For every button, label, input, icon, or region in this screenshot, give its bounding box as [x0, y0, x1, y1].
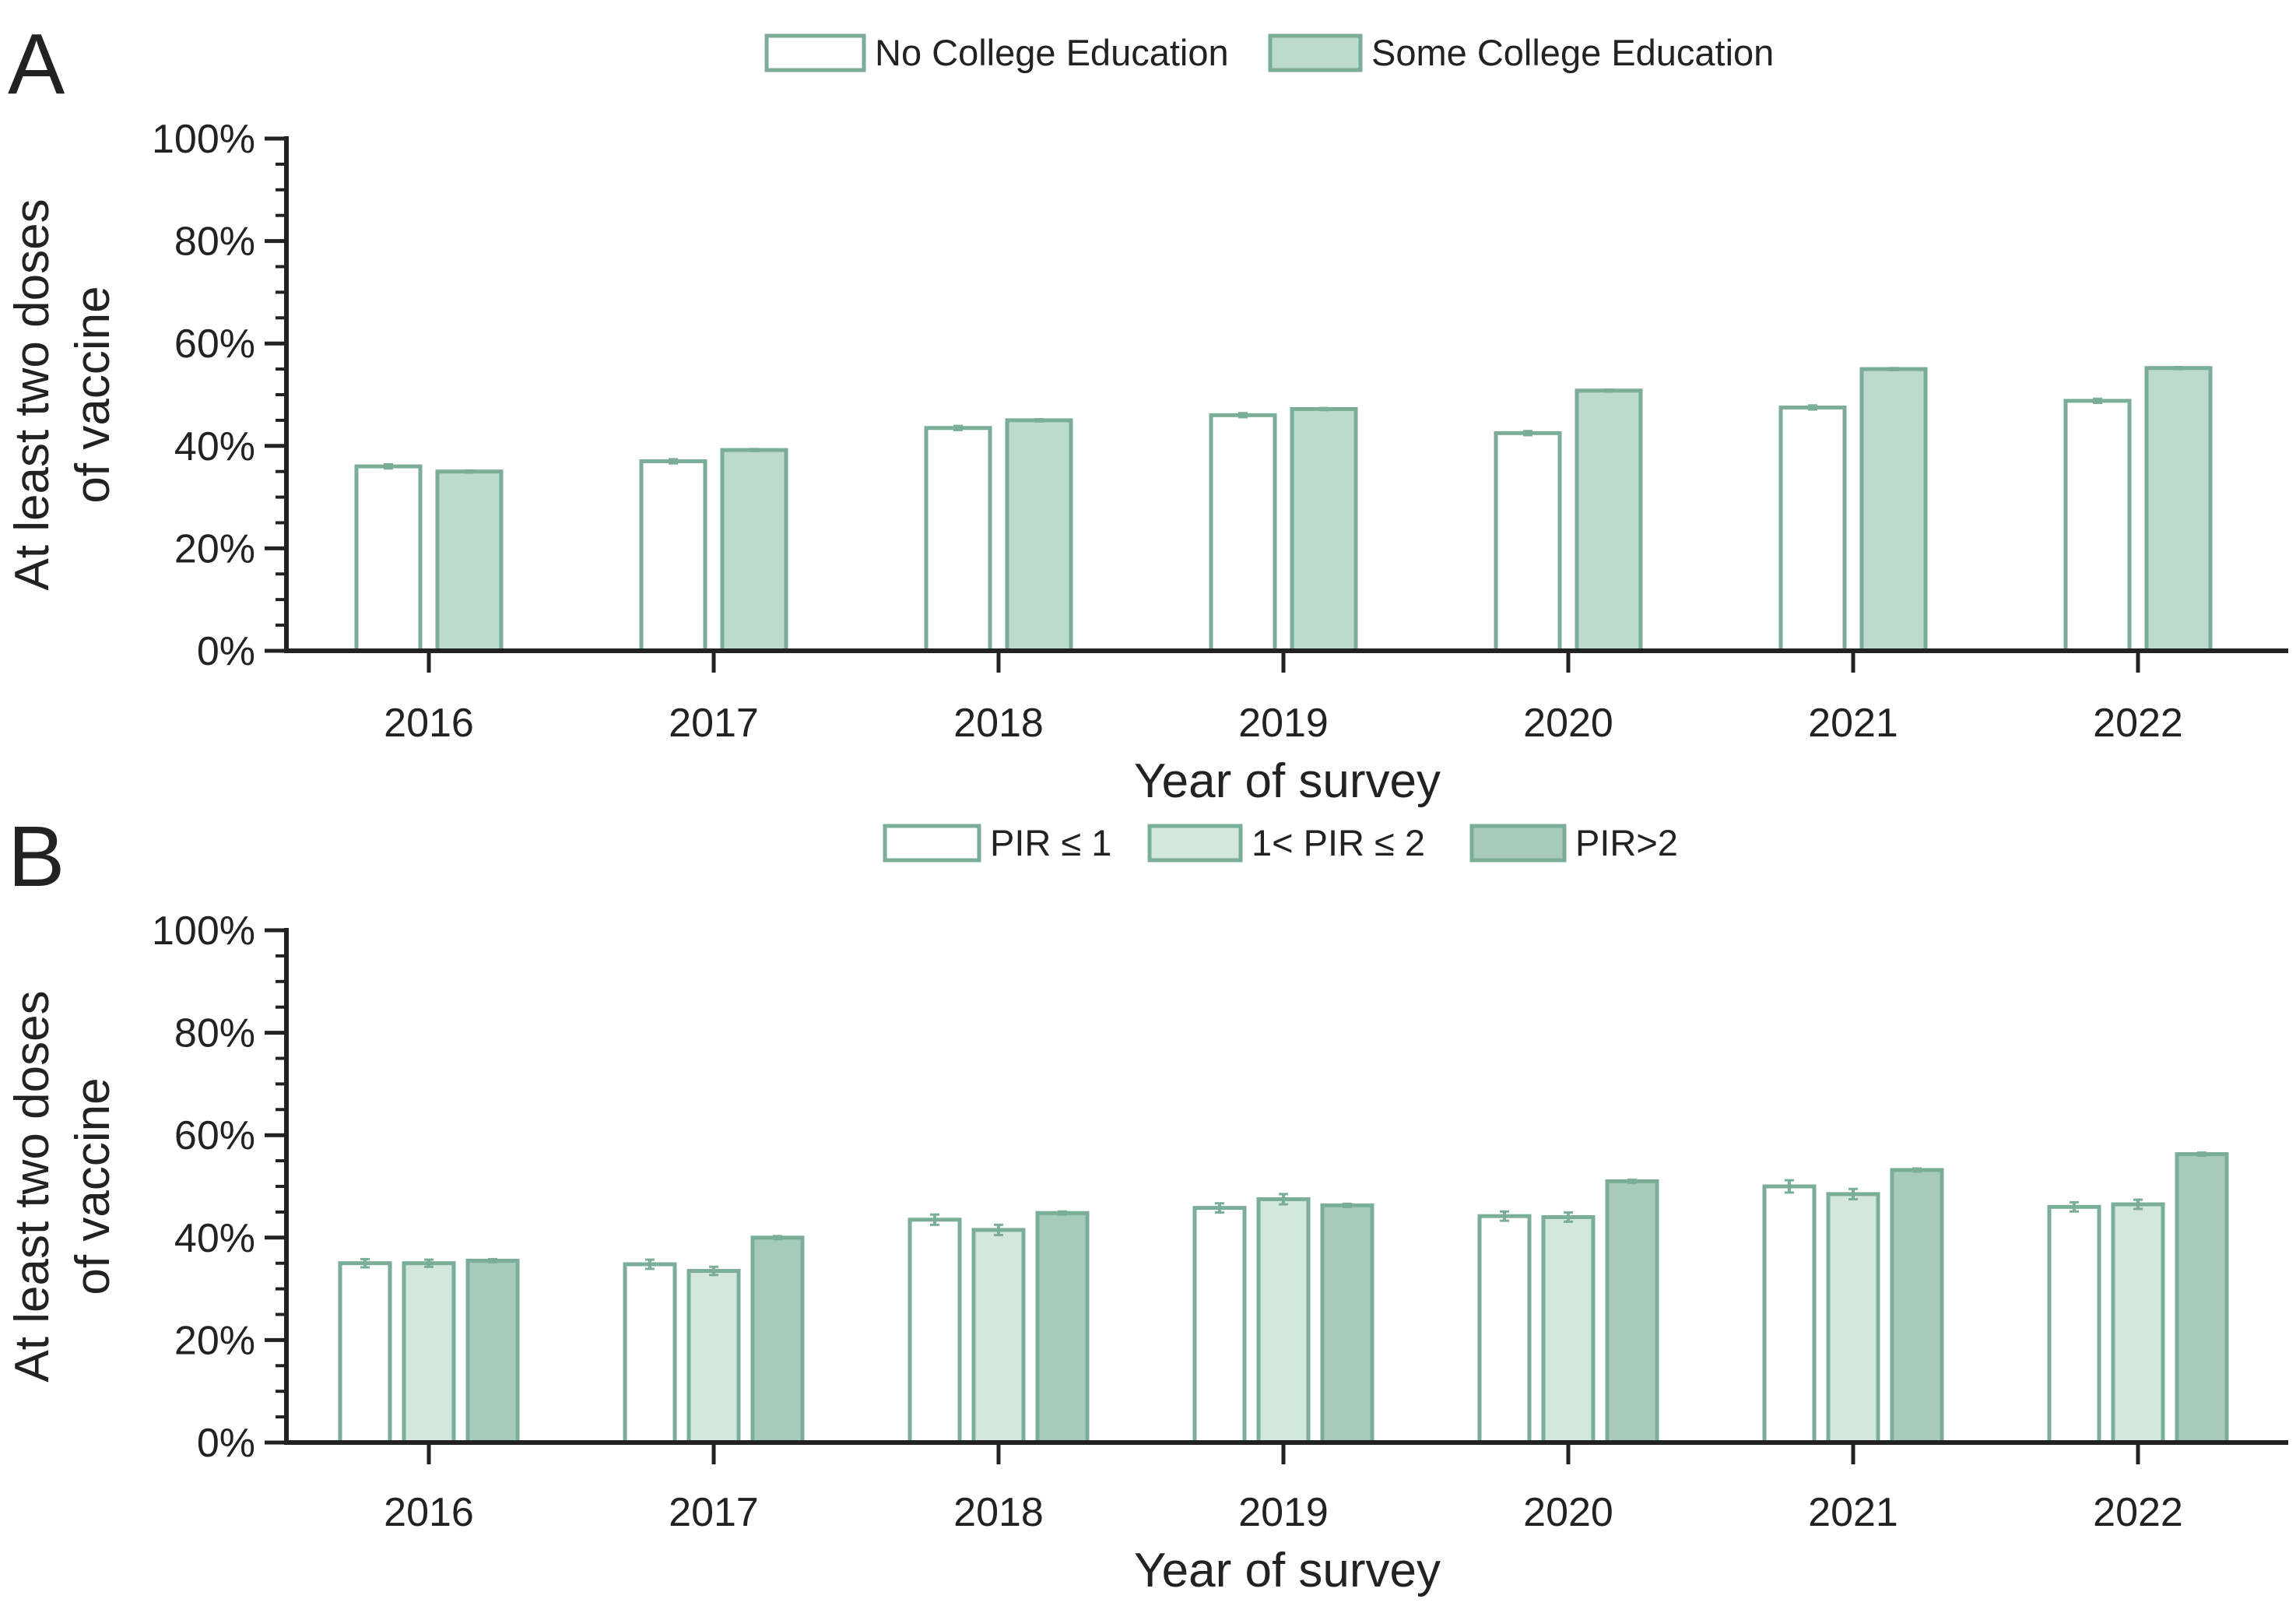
bar [2144, 366, 2213, 653]
y-tick-label: 20% [174, 526, 255, 571]
bar [2063, 399, 2132, 653]
legend-swatch [1469, 824, 1567, 863]
bar [623, 1262, 677, 1445]
bar [1859, 367, 1928, 653]
bar [1575, 388, 1643, 653]
y-tick-label: 80% [174, 1011, 255, 1056]
bar [2047, 1204, 2101, 1445]
legend-swatch [1268, 33, 1363, 72]
panel-label: A [8, 16, 65, 112]
legend-swatch [764, 33, 866, 72]
y-axis-title: At least two doses [5, 990, 59, 1382]
chart-panel-b: B PIR ≤ 1 1< PIR ≤ 2 PIR>2 2016 2017 2018 2019 2… [5, 809, 2288, 1597]
x-tick-label: 2020 [1523, 1490, 1613, 1535]
panel-label: B [8, 809, 65, 905]
bar [1192, 1206, 1247, 1445]
x-tick-label: 2018 [953, 1490, 1044, 1535]
bar [2111, 1202, 2165, 1445]
bar [924, 426, 992, 653]
bar [402, 1261, 456, 1445]
y-tick-label: 80% [174, 220, 255, 265]
x-tick-label: 2022 [2093, 701, 2183, 746]
bar [750, 1235, 805, 1445]
x-tick-label: 2018 [953, 701, 1044, 746]
legend-swatch [1147, 824, 1243, 863]
legend-label: PIR>2 [1575, 822, 1678, 863]
x-axis-title: Year of survey [1134, 754, 1441, 808]
x-tick-label: 2020 [1523, 701, 1613, 746]
x-tick-label: 2021 [1808, 701, 1898, 746]
legend-label: No College Education [875, 32, 1229, 73]
x-axis-title: Year of survey [1134, 1544, 1441, 1597]
y-tick-label: 0% [197, 629, 255, 674]
bar [338, 1261, 392, 1445]
bar [1320, 1203, 1374, 1445]
legend-label: Some College Education [1371, 32, 1774, 73]
bar [354, 464, 423, 653]
x-tick-label: 2017 [669, 701, 759, 746]
y-tick-label: 40% [174, 424, 255, 469]
bar [435, 469, 504, 653]
y-tick-label: 100% [152, 117, 255, 162]
bar [908, 1218, 962, 1445]
y-axis-title: of vaccine [66, 286, 120, 503]
y-axis-title: of vaccine [66, 1077, 120, 1295]
legend-label: 1< PIR ≤ 2 [1252, 822, 1425, 863]
bar [1256, 1197, 1311, 1445]
bar [971, 1228, 1026, 1445]
y-axis-title: At least two doses [5, 199, 59, 590]
chart-panel-a: A No College Education Some College Educat… [5, 16, 2288, 808]
y-tick-label: 60% [174, 322, 255, 367]
bar [1035, 1211, 1090, 1445]
y-tick-label: 100% [152, 908, 255, 954]
x-tick-label: 2016 [384, 1490, 474, 1535]
bar [639, 459, 707, 653]
x-tick-label: 2022 [2093, 1490, 2183, 1535]
bar [720, 448, 788, 653]
y-tick-label: 60% [174, 1113, 255, 1158]
bar [1494, 430, 1562, 653]
bar [1209, 413, 1277, 653]
bar [1890, 1168, 1944, 1445]
legend-swatch [883, 824, 981, 863]
x-tick-label: 2016 [384, 701, 474, 746]
bar [1762, 1184, 1817, 1445]
bar [1605, 1179, 1659, 1445]
bar [1778, 405, 1847, 653]
bar [1290, 406, 1358, 653]
bar [1541, 1214, 1596, 1445]
x-tick-label: 2019 [1238, 1490, 1329, 1535]
bar [686, 1269, 741, 1445]
bar [1826, 1192, 1880, 1445]
bar [465, 1258, 520, 1445]
x-tick-label: 2017 [669, 1490, 759, 1535]
bar [2175, 1152, 2229, 1445]
x-tick-label: 2019 [1238, 701, 1329, 746]
y-tick-label: 20% [174, 1318, 255, 1363]
legend-label: PIR ≤ 1 [990, 822, 1111, 863]
x-tick-label: 2021 [1808, 1490, 1898, 1535]
y-tick-label: 40% [174, 1216, 255, 1261]
bar [1477, 1214, 1532, 1445]
bar [1005, 418, 1073, 653]
y-tick-label: 0% [197, 1421, 255, 1466]
